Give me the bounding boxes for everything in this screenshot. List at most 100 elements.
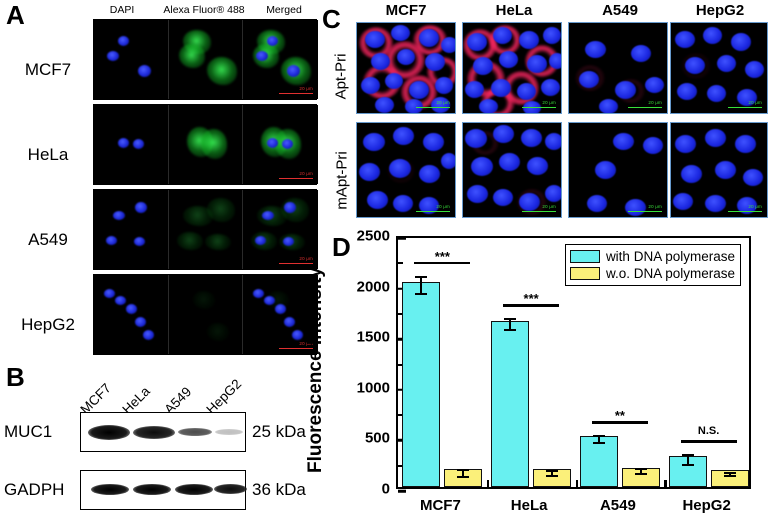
panel-c-column-header-hela: HeLa: [495, 2, 533, 19]
panel-c-row-label-apt-pri: Apt-Pri: [332, 53, 350, 100]
micrograph-mcf7-dapi: [94, 20, 168, 99]
micrograph-hepg2-merged: 20 μm: [242, 275, 318, 354]
scale-bar-apt-pri-hela: 20 μm: [522, 100, 556, 108]
y-tick-1000: [398, 388, 406, 392]
chart-legend: with DNA polymerase w.o. DNA polymerase: [564, 244, 741, 286]
micrograph-a549-alexa: [168, 190, 242, 269]
legend-item-without-polymerase: w.o. DNA polymerase: [569, 265, 735, 282]
blot-band-row-muc1: [80, 412, 246, 452]
scale-bar-apt-pri-a549: 20 μm: [628, 100, 662, 108]
x-tick-0: [486, 480, 490, 487]
panel-a-row-hela: 20 μm: [93, 104, 318, 185]
scale-bar-mapt-pri-mcf7: 20 μm: [416, 204, 450, 212]
panel-a-row-label-hela: HeLa: [27, 145, 69, 164]
panel-b: B MCF7 HeLa A549 HepG2 MUC1 GADPH 25 kDa…: [0, 360, 330, 520]
chart-bars-layer: *** *** ** N.S.: [398, 236, 749, 493]
panel-a-column-header-merged: Merged: [266, 4, 302, 16]
micrograph-mapt-pri-a549: 20 μm: [568, 122, 668, 218]
panel-a-column-header-dapi: DAPI: [109, 4, 135, 16]
error-bar-hepg2-0: [669, 454, 707, 467]
x-tick-2: [664, 480, 667, 487]
y-tick-500: [398, 439, 406, 442]
bar-hela-with-polymerase[interactable]: [491, 320, 530, 487]
significance-label-hela: ***: [523, 291, 539, 307]
scale-bar-mcf7: 20 μm: [279, 86, 313, 94]
panel-a-image-grid: 20 μm: [93, 19, 318, 357]
bar-a549-with-polymerase[interactable]: [579, 435, 618, 487]
y-tick-label-500: 500: [364, 429, 390, 447]
panel-a-letter: A: [6, 0, 25, 30]
panel-c-column-header-a549: A549: [602, 2, 638, 19]
panel-c: C MCF7 HeLa A549 HepG2 Apt-Pri mApt-Pri: [320, 0, 771, 228]
y-tick-label-1000: 1000: [356, 379, 390, 397]
scale-bar-mapt-pri-hepg2: 20 μm: [728, 204, 762, 212]
micrograph-apt-pri-hela: 20 μm: [462, 22, 562, 114]
bar-mcf7-with-polymerase[interactable]: [402, 281, 441, 487]
scale-bar-hela: 20 μm: [279, 171, 313, 179]
chart-y-axis-label: Fluorescence Intensity: [305, 267, 326, 473]
panel-c-column-header-mcf7: MCF7: [385, 2, 427, 19]
scale-bar-a549: 20 μm: [279, 256, 313, 264]
y-tick-label-2000: 2000: [356, 278, 390, 296]
panel-a-row-label-a549: A549: [28, 230, 68, 249]
x-axis-label-a549: A549: [599, 497, 636, 514]
error-bar-hepg2-1: [711, 472, 749, 477]
micrograph-mapt-pri-hepg2: 20 μm: [670, 122, 768, 218]
micrograph-apt-pri-hepg2: 20 μm: [670, 22, 768, 114]
x-axis-label-mcf7: MCF7: [419, 497, 461, 514]
y-tick-label-1500: 1500: [356, 328, 390, 346]
error-bar-hela-0: [491, 318, 529, 331]
error-bar-mcf7-0: [402, 275, 440, 296]
legend-swatch-yellow: [569, 267, 600, 280]
scale-bar-hepg2: 20 μm: [279, 341, 313, 349]
significance-label-a549: **: [614, 408, 625, 424]
panel-c-column-header-hepg2: HepG2: [695, 2, 745, 19]
scale-bar-mapt-pri-a549: 20 μm: [628, 204, 662, 212]
panel-a-row-a549: 20 μm: [93, 189, 318, 270]
panel-a-column-header-alexa: Alexa Fluor® 488: [163, 4, 245, 16]
micrograph-mapt-pri-hela: 20 μm: [462, 122, 562, 218]
x-tick-1: [575, 480, 578, 487]
y-tick-0: [398, 489, 406, 493]
y-tick-1500: [398, 337, 406, 341]
y-tick-label-2500: 2500: [356, 227, 390, 245]
micrograph-hepg2-dapi: [94, 275, 168, 354]
blot-mw-muc1: 25 kDa: [252, 422, 306, 441]
bar-hepg2-without-polymerase[interactable]: [710, 470, 749, 487]
micrograph-hela-alexa: [168, 105, 242, 184]
legend-label-with-polymerase: with DNA polymerase: [605, 249, 735, 264]
error-bar-a549-0: [580, 435, 618, 445]
chart-plot-area: *** *** ** N.S. with DNA polymerase w.o. DN…: [396, 236, 751, 493]
micrograph-hela-dapi: [94, 105, 168, 184]
y-tick-minor-2250: [398, 262, 403, 265]
legend-label-without-polymerase: w.o. DNA polymerase: [605, 266, 735, 281]
x-axis-label-hepg2: HepG2: [682, 497, 731, 514]
panel-a-row-mcf7: 20 μm: [93, 19, 318, 100]
panel-d: D Fluorescence Intensity 0 500 1000 1500 200…: [305, 227, 771, 520]
blot-row-label-muc1: MUC1: [4, 422, 53, 441]
blot-band-row-gadph: [80, 470, 247, 510]
micrograph-mcf7-alexa: [168, 20, 242, 99]
scale-bar-apt-pri-mcf7: 20 μm: [416, 100, 450, 108]
blot-row-label-gadph: GADPH: [4, 480, 65, 499]
significance-line-hepg2: [680, 440, 737, 443]
y-tick-minor-1750: [398, 312, 403, 315]
panel-c-letter: C: [322, 4, 341, 34]
y-tick-minor-250: [398, 464, 403, 467]
legend-item-with-polymerase: with DNA polymerase: [569, 248, 735, 265]
y-tick-label-0: 0: [381, 480, 390, 498]
legend-swatch-cyan: [569, 250, 600, 263]
significance-line-mcf7: [414, 261, 471, 265]
micrograph-mapt-pri-mcf7: 20 μm: [356, 122, 456, 218]
error-bar-hela-1: [533, 469, 571, 477]
scale-bar-mapt-pri-hela: 20 μm: [522, 204, 556, 212]
panel-d-letter: D: [332, 232, 351, 262]
micrograph-a549-dapi: [94, 190, 168, 269]
blot-lane-label-hepg2: HepG2: [203, 376, 245, 417]
y-tick-minor-750: [398, 414, 403, 417]
panel-a-row-hepg2: 20 μm: [93, 274, 318, 355]
error-bar-a549-1: [622, 468, 660, 476]
significance-label-hepg2: N.S.: [697, 425, 720, 438]
y-tick-2000: [398, 287, 406, 290]
